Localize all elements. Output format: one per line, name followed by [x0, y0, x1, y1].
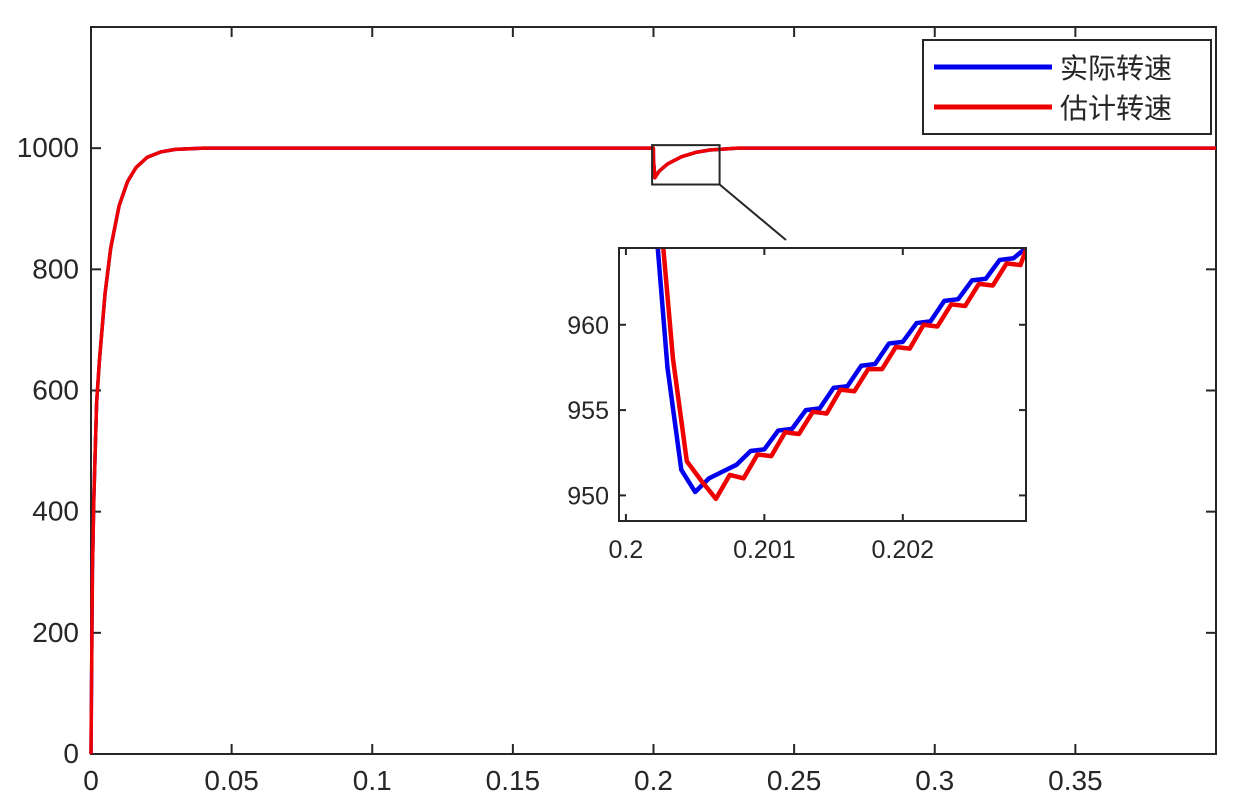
main-x-tick-label: 0	[83, 765, 99, 796]
zoom-connector-line	[718, 183, 787, 241]
main-x-ticks: 0 0.05 0.1 0.15 0.2 0.25 0.3 0.35	[83, 27, 1103, 796]
legend-label-actual-speed: 实际转速	[1060, 52, 1172, 85]
legend-label-estimated-speed: 估计转速	[1060, 92, 1172, 125]
inset-x-tick-label: 0.202	[872, 536, 935, 564]
main-y-tick-label: 400	[32, 496, 79, 527]
inset-y-tick-label: 950	[567, 482, 609, 510]
main-x-tick-label: 0.05	[204, 765, 259, 796]
main-y-tick-label: 0	[63, 738, 79, 769]
inset-series	[655, 249, 1025, 502]
inset-x-ticks: 0.2 0.201 0.202	[609, 248, 935, 564]
inset-y-tick-label: 955	[567, 397, 609, 425]
main-y-tick-label: 600	[32, 375, 79, 406]
inset-axes: 0.2 0.201 0.202 950 955 960	[567, 247, 1027, 564]
zoom-box	[651, 144, 721, 186]
inset-series-line-estimated-speed	[661, 249, 1025, 502]
main-series	[89, 146, 1216, 755]
inset-x-tick-label: 0.201	[733, 536, 796, 564]
main-x-tick-label: 0.35	[1048, 765, 1103, 796]
inset-y-ticks: 950 955 960	[567, 312, 1026, 510]
inset-x-tick-label: 0.2	[609, 536, 644, 564]
main-axes: 0 0.05 0.1 0.15 0.2 0.25 0.3 0.35 0 200 400 600 800…	[17, 26, 1217, 796]
main-y-tick-label: 800	[32, 253, 79, 284]
main-x-tick-label: 0.2	[634, 765, 673, 796]
main-x-tick-label: 0.25	[767, 765, 822, 796]
main-series-line-estimated-speed	[89, 146, 1216, 755]
inset-y-tick-label: 960	[567, 312, 609, 340]
inset-series-line-actual-speed	[655, 249, 1025, 495]
main-y-tick-label: 200	[32, 617, 79, 648]
legend: 实际转速 估计转速	[922, 39, 1212, 135]
main-x-tick-label: 0.3	[915, 765, 954, 796]
main-x-tick-label: 0.15	[486, 765, 541, 796]
main-y-tick-label: 1000	[17, 132, 79, 163]
legend-box	[922, 39, 1212, 135]
main-y-ticks: 0 200 400 600 800 1000	[17, 132, 1216, 769]
main-x-tick-label: 0.1	[353, 765, 392, 796]
